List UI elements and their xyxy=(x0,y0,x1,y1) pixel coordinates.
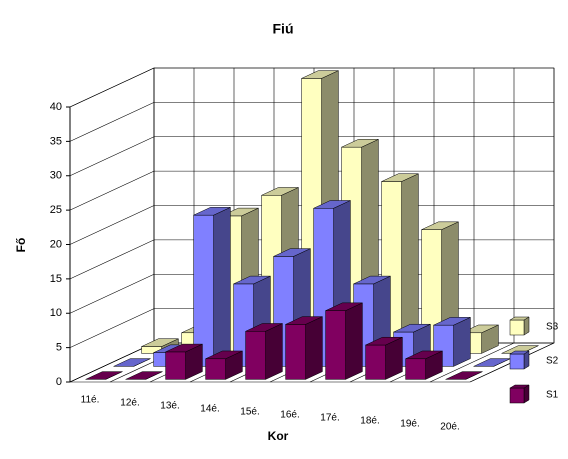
x-tick-label: 16é. xyxy=(280,410,299,421)
legend-label: S2 xyxy=(546,356,559,367)
bar-top xyxy=(233,275,271,285)
bar-top xyxy=(341,139,379,148)
x-tick-label: 17é. xyxy=(320,413,339,424)
y-tick-label: 0 xyxy=(56,376,62,388)
y-tick-label: 35 xyxy=(50,135,62,147)
legend-swatch xyxy=(509,319,525,336)
bar-top xyxy=(165,343,203,353)
bar xyxy=(165,351,186,380)
bar-top xyxy=(325,302,363,311)
bar xyxy=(193,214,214,367)
legend-label: S3 xyxy=(546,322,559,333)
x-axis-title: Kor xyxy=(268,429,289,443)
bar-side xyxy=(265,323,283,380)
x-tick-label: 19é. xyxy=(400,419,419,430)
bar-side xyxy=(453,316,471,367)
bar-side xyxy=(305,316,323,380)
grid-line xyxy=(69,273,155,314)
bar-top xyxy=(313,200,351,209)
legend-label: S1 xyxy=(546,390,559,401)
y-tick-label: 20 xyxy=(50,238,62,250)
y-tick-label: 5 xyxy=(56,342,62,354)
bar xyxy=(205,358,226,380)
bar-top xyxy=(393,323,431,333)
bar-top xyxy=(433,317,471,326)
bar xyxy=(325,310,346,380)
bar-top xyxy=(141,338,179,347)
grid-line xyxy=(69,102,155,142)
bar-top xyxy=(261,187,299,196)
bar-top xyxy=(381,173,419,182)
y-axis-title: Fő xyxy=(14,238,28,253)
floor-line xyxy=(429,342,515,383)
chart-title: Fiú xyxy=(273,21,294,37)
bar-top xyxy=(125,371,163,380)
grid-line xyxy=(69,239,155,280)
grid-line xyxy=(69,205,155,245)
y-tick-label: 10 xyxy=(50,307,62,319)
grid-line xyxy=(69,342,155,383)
y-tick-label: 30 xyxy=(50,170,62,182)
bar-top xyxy=(301,70,339,79)
legend-swatch-top xyxy=(509,316,530,321)
grid-line xyxy=(69,308,155,348)
bar xyxy=(245,331,266,380)
bar-top xyxy=(85,371,123,380)
bar-top xyxy=(273,248,311,257)
bar-top xyxy=(421,221,459,230)
legend-swatch xyxy=(509,387,525,404)
bar xyxy=(405,358,426,380)
bar-top xyxy=(221,207,259,217)
x-tick-label: 12é. xyxy=(120,398,139,409)
bar-top xyxy=(245,323,283,332)
bar xyxy=(285,324,306,380)
x-tick-label: 11é. xyxy=(81,395,100,406)
grid-line xyxy=(69,170,155,211)
bar-top xyxy=(113,358,151,367)
grid-line xyxy=(69,136,155,177)
grid-line xyxy=(69,67,155,108)
bar-top xyxy=(205,350,243,360)
x-tick-label: 20é. xyxy=(440,422,459,433)
x-tick-label: 18é. xyxy=(360,416,379,427)
legend-swatch xyxy=(509,353,525,370)
bar-top xyxy=(365,336,403,346)
x-tick-label: 13é. xyxy=(160,401,179,412)
x-tick-label: 15é. xyxy=(240,407,259,418)
bar-side xyxy=(213,206,231,367)
bar-top xyxy=(353,275,391,285)
bar-top xyxy=(461,324,499,334)
bar-top xyxy=(445,371,483,380)
legend-swatch-top xyxy=(509,384,530,389)
bar-side xyxy=(345,302,363,380)
bar-top xyxy=(405,350,443,360)
y-tick-label: 40 xyxy=(50,101,62,113)
bar-top xyxy=(285,316,323,325)
x-tick-label: 14é. xyxy=(200,404,219,415)
y-tick-label: 15 xyxy=(50,273,62,285)
bar-top xyxy=(193,207,231,216)
legend-swatch-top xyxy=(509,350,530,355)
bar xyxy=(365,344,386,380)
y-tick-label: 25 xyxy=(50,204,62,216)
